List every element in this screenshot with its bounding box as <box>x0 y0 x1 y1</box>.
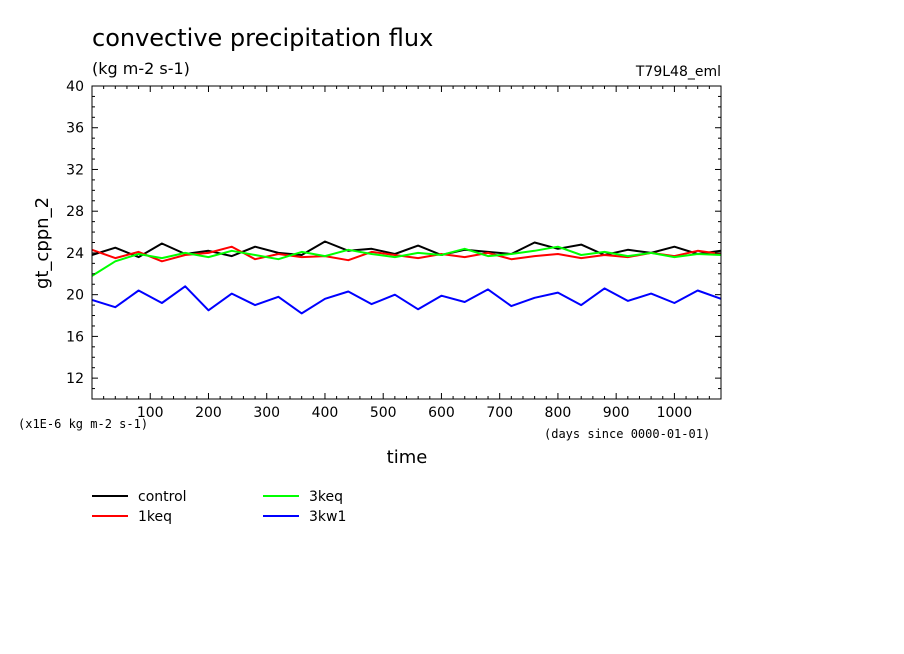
x-tick-label: 800 <box>545 405 572 421</box>
y-tick-label: 24 <box>66 246 84 262</box>
legend-label-3keq: 3keq <box>309 489 343 505</box>
y-tick-label: 20 <box>66 288 84 304</box>
x-tick-label: 400 <box>312 405 339 421</box>
plot-frame <box>91 85 722 400</box>
y-tick-label: 40 <box>66 79 84 95</box>
axes-group <box>91 85 722 400</box>
series-line-3kw1 <box>91 285 722 315</box>
y-unit-note: (x1E-6 kg m-2 s-1) <box>18 417 148 431</box>
x-tick-label: 500 <box>370 405 397 421</box>
x-tick-label: 100 <box>137 405 164 421</box>
chart-subtitle: (kg m-2 s-1) <box>92 59 190 78</box>
series-line-control <box>91 240 722 259</box>
run-label: T79L48_eml <box>635 64 721 80</box>
x-tick-label: 700 <box>486 405 513 421</box>
x-tick-label: 300 <box>253 405 280 421</box>
series-group <box>91 240 722 315</box>
series-line-1keq <box>91 245 722 263</box>
x-tick-label: 600 <box>428 405 455 421</box>
y-tick-label: 28 <box>66 204 84 220</box>
legend-label-3kw1: 3kw1 <box>309 509 346 525</box>
legend: control 1keq 3keq 3kw1 <box>92 489 346 525</box>
series-line-3keq <box>91 245 722 277</box>
y-tick-label: 16 <box>66 329 84 345</box>
x-tick-label: 1000 <box>657 405 693 421</box>
y-tick-label: 32 <box>66 162 84 178</box>
x-axis-label: time <box>387 447 428 468</box>
legend-label-control: control <box>138 489 187 505</box>
y-tick-label: 12 <box>66 371 84 387</box>
y-tick-label: 36 <box>66 121 84 137</box>
x-unit-note: (days since 0000-01-01) <box>544 427 710 441</box>
ticks-group: 100 200 300 400 500 600 700 800 900 1000 12 16 20 24 2… <box>66 79 721 421</box>
legend-label-1keq: 1keq <box>138 509 172 525</box>
x-tick-label: 900 <box>603 405 630 421</box>
chart-title: convective precipitation flux <box>92 24 433 52</box>
y-axis-label: gt_cppn_2 <box>32 197 53 289</box>
x-tick-label: 200 <box>195 405 222 421</box>
